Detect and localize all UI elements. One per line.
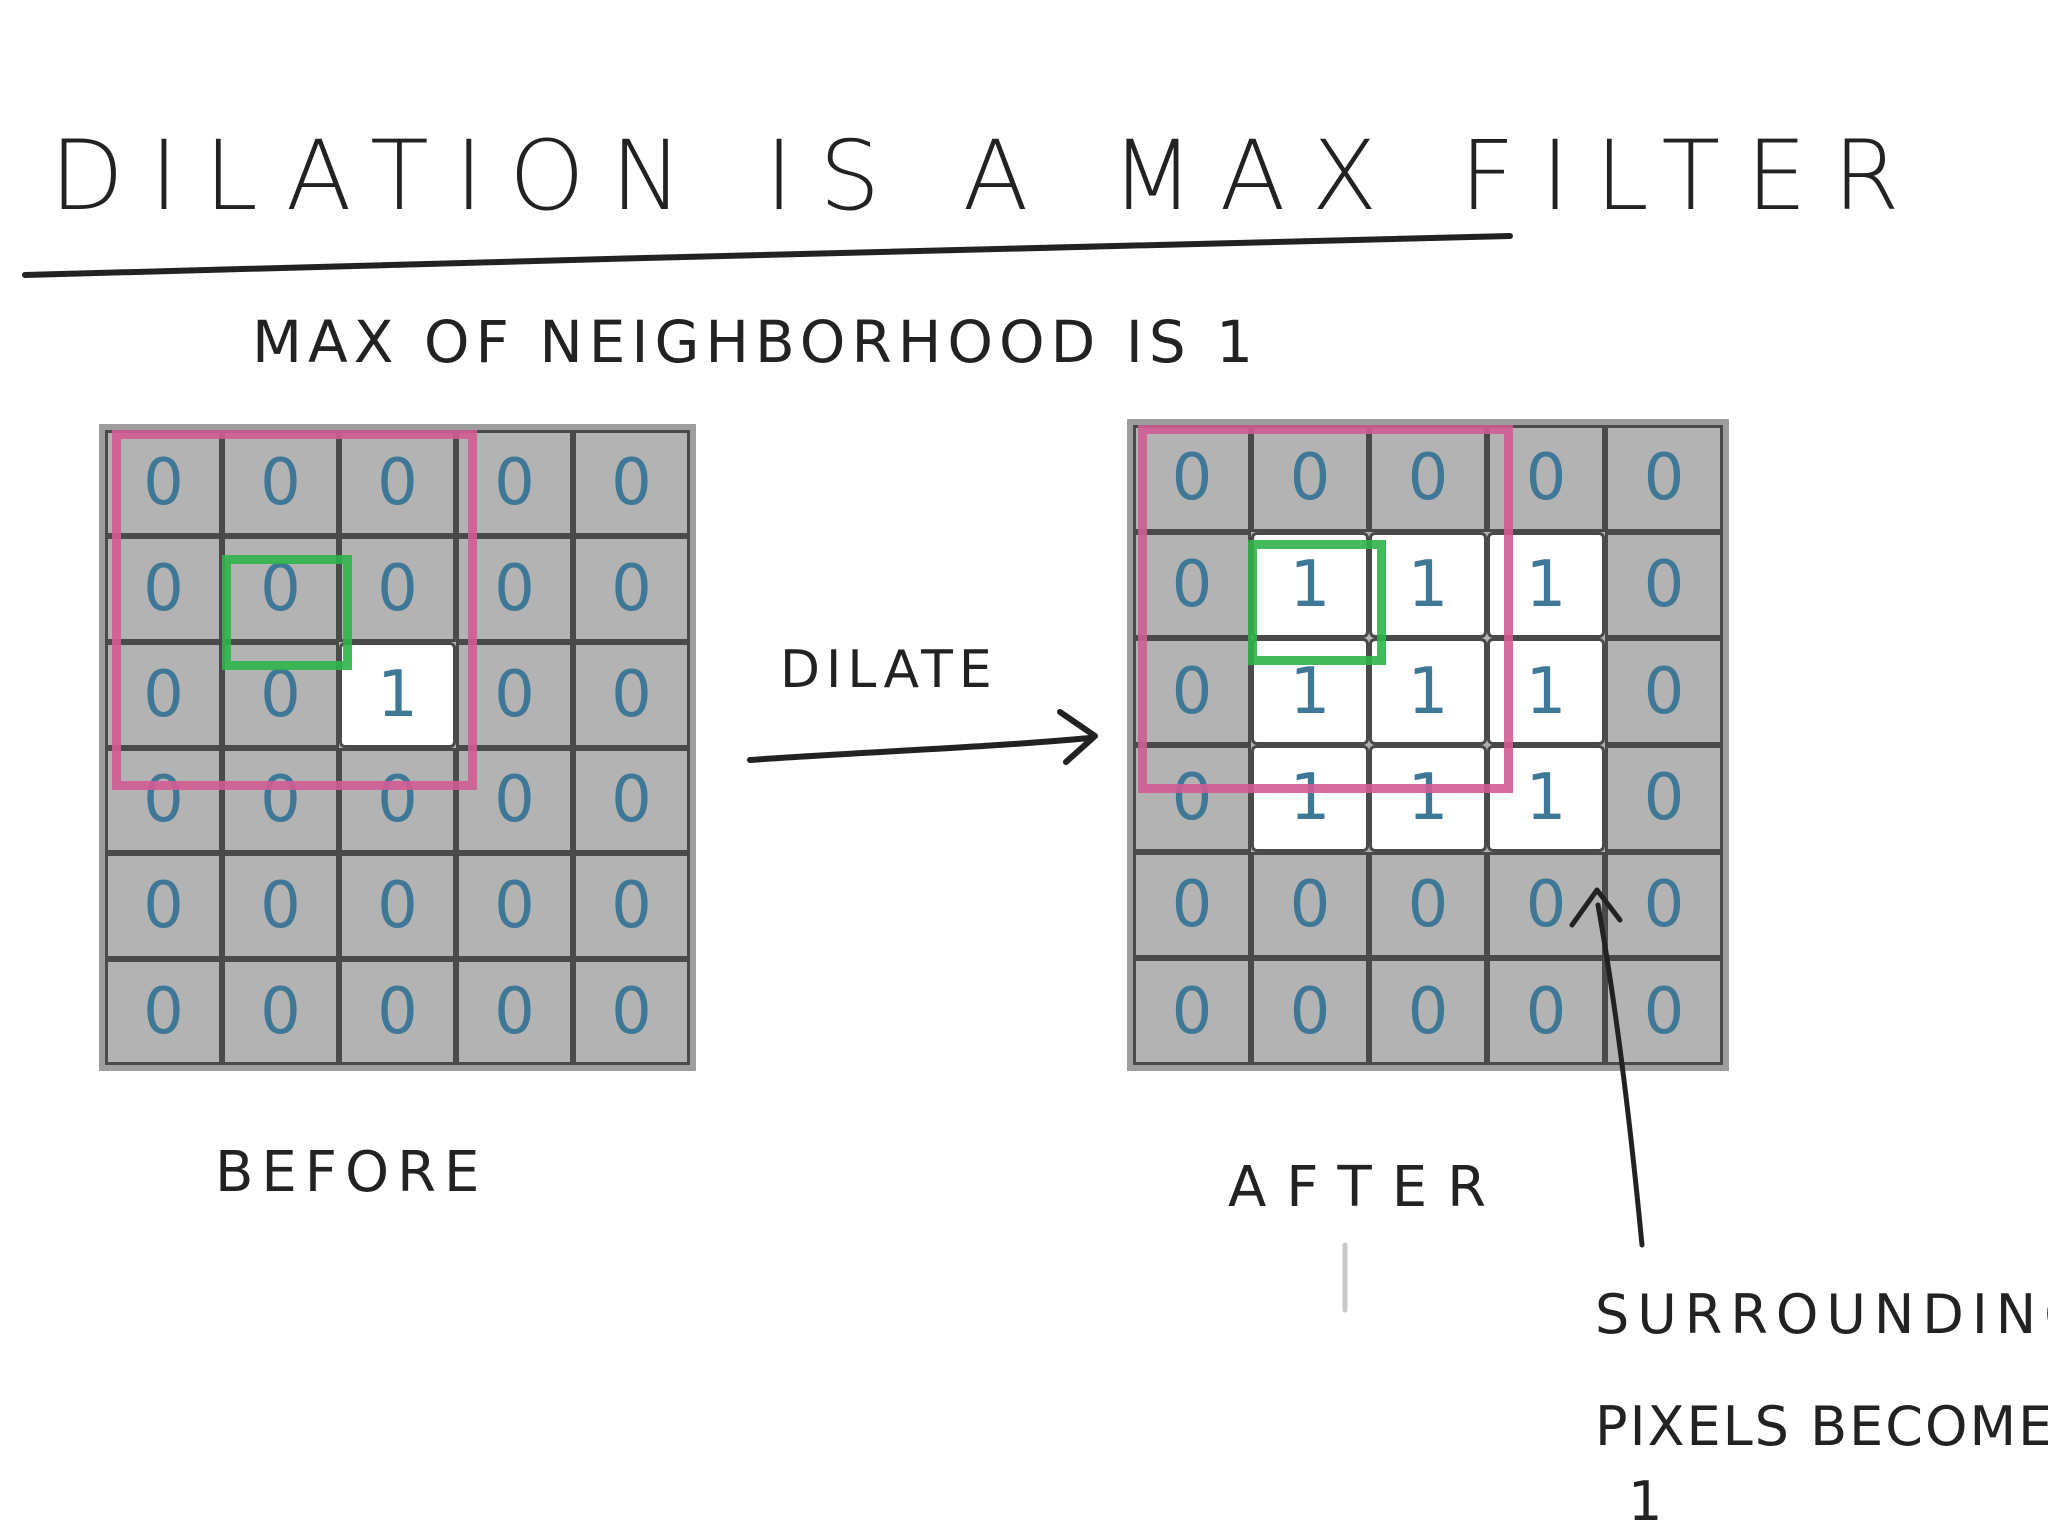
- before-pixel-cell: 0: [222, 430, 339, 536]
- subtitle: MAX OF NEIGHBORHOOD IS 1: [252, 308, 1260, 376]
- before-pixel-cell: 0: [573, 641, 690, 748]
- before-pixel-cell: 0: [105, 959, 222, 1065]
- after-pixel-cell: 0: [1369, 851, 1487, 959]
- before-pixel-cell: 0: [105, 747, 222, 854]
- after-pixel-cell: 1: [1369, 638, 1487, 745]
- after-pixel-cell: 0: [1605, 744, 1723, 852]
- after-pixel-cell: 0: [1369, 958, 1487, 1065]
- after-pixel-cell: 0: [1487, 958, 1605, 1065]
- before-pixel-cell: 0: [456, 747, 573, 854]
- after-label: AFTER: [1228, 1155, 1507, 1220]
- dilate-label: DILATE: [780, 640, 998, 700]
- before-pixel-cell: 0: [339, 535, 456, 642]
- before-pixel-cell: 0: [105, 535, 222, 642]
- after-pixel-cell: 1: [1487, 744, 1605, 852]
- after-pixel-cell: 1: [1487, 531, 1605, 639]
- after-pixel-cell: 0: [1251, 425, 1369, 532]
- after-pixel-cell: 1: [1251, 638, 1369, 745]
- before-pixel-cell: 0: [456, 535, 573, 642]
- before-pixel-cell: 0: [222, 641, 339, 748]
- after-pixel-cell: 0: [1133, 958, 1251, 1065]
- annotation-line-1: SURROUNDING: [1595, 1283, 2048, 1346]
- before-pixel-cell: 0: [222, 959, 339, 1065]
- before-pixel-cell: 0: [339, 853, 456, 960]
- before-pixel-cell: 0: [339, 747, 456, 854]
- after-pixel-cell: 1: [1251, 531, 1369, 639]
- before-pixel-cell: 0: [222, 535, 339, 642]
- before-pixel-cell: 0: [573, 959, 690, 1065]
- after-pixel-cell: 0: [1133, 425, 1251, 532]
- after-pixel-cell: 0: [1605, 638, 1723, 745]
- before-pixel-cell: 0: [456, 959, 573, 1065]
- before-pixel-cell: 0: [573, 430, 690, 536]
- after-pixel-cell: 0: [1369, 425, 1487, 532]
- after-pixel-cell: 0: [1605, 425, 1723, 532]
- before-pixel-cell: 0: [456, 853, 573, 960]
- before-pixel-cell: 0: [105, 430, 222, 536]
- before-pixel-cell: 0: [339, 430, 456, 536]
- annotation-line-2: PIXELS BECOME: [1595, 1395, 2048, 1458]
- before-pixel-cell: 0: [456, 430, 573, 536]
- after-pixel-cell: 0: [1487, 851, 1605, 959]
- before-pixel-cell: 1: [339, 641, 456, 748]
- page-title: DILATION IS A MAX FILTER: [50, 120, 1926, 232]
- after-pixel-cell: 0: [1605, 851, 1723, 959]
- after-pixel-cell: 1: [1369, 744, 1487, 852]
- before-pixel-cell: 0: [105, 853, 222, 960]
- after-pixel-cell: 0: [1133, 744, 1251, 852]
- before-pixel-cell: 0: [222, 747, 339, 854]
- before-pixel-cell: 0: [573, 747, 690, 854]
- after-pixel-cell: 0: [1251, 958, 1369, 1065]
- after-pixel-cell: 1: [1251, 744, 1369, 852]
- after-pixel-cell: 0: [1605, 531, 1723, 639]
- after-pixel-cell: 1: [1369, 531, 1487, 639]
- after-pixel-cell: 0: [1605, 958, 1723, 1065]
- before-pixel-cell: 0: [573, 853, 690, 960]
- after-pixel-cell: 0: [1133, 851, 1251, 959]
- before-pixel-cell: 0: [105, 641, 222, 748]
- annotation-line-3: 1: [1628, 1470, 1673, 1533]
- after-pixel-cell: 0: [1133, 638, 1251, 745]
- after-pixel-cell: 1: [1487, 638, 1605, 745]
- before-pixel-cell: 0: [456, 641, 573, 748]
- after-pixel-cell: 0: [1487, 425, 1605, 532]
- before-pixel-cell: 0: [573, 535, 690, 642]
- after-pixel-cell: 0: [1251, 851, 1369, 959]
- after-pixel-cell: 0: [1133, 531, 1251, 639]
- before-label: BEFORE: [215, 1140, 488, 1205]
- before-pixel-cell: 0: [339, 959, 456, 1065]
- before-pixel-cell: 0: [222, 853, 339, 960]
